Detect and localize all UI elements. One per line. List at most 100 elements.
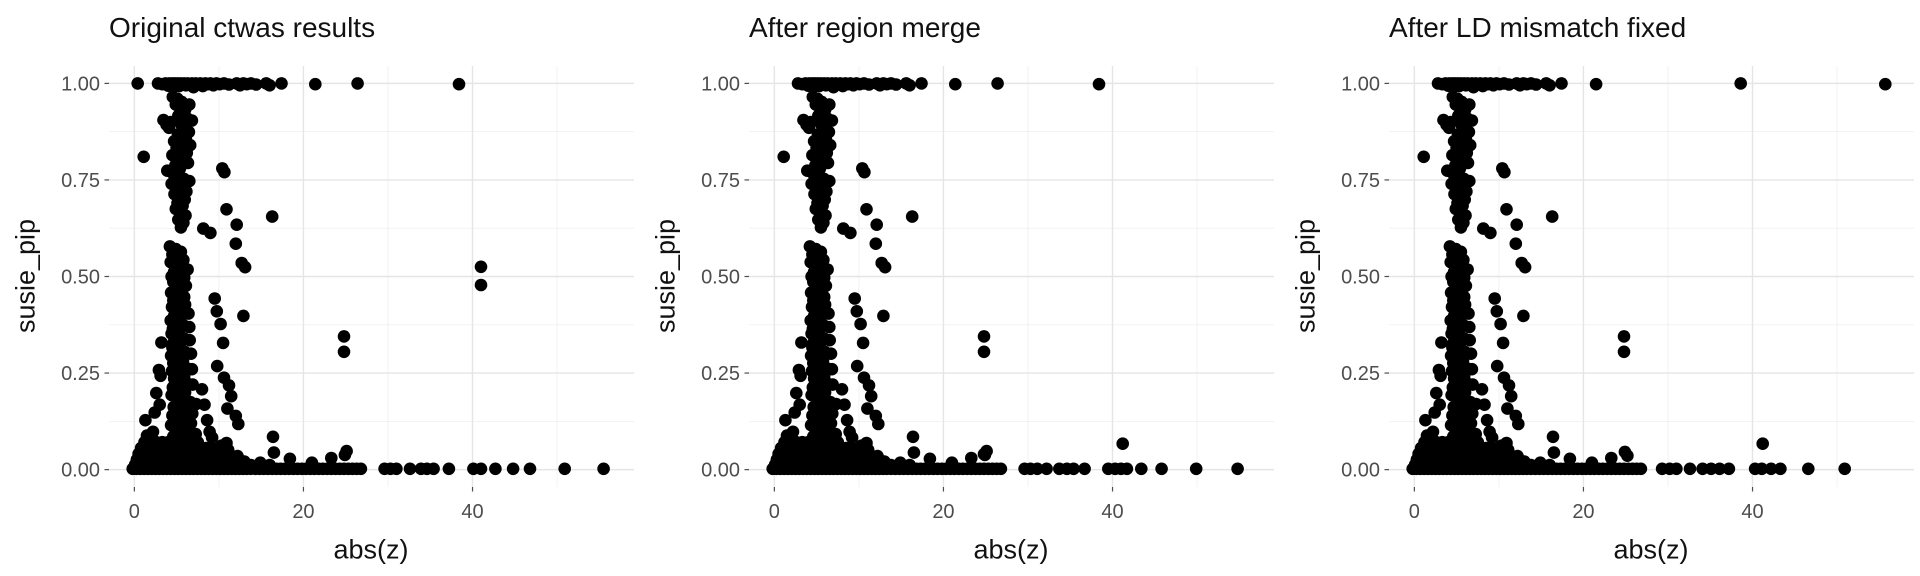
data-point <box>506 462 520 476</box>
scatter-plot-region-merge: 0 20 40 0.00 0.25 0.50 0.75 1.00 <box>701 66 1274 523</box>
data-point <box>864 389 878 403</box>
data-point <box>1078 462 1091 476</box>
data-point <box>949 77 962 91</box>
y-tick-label: 0.25 <box>1341 363 1380 385</box>
data-point <box>489 462 502 476</box>
data-point <box>337 330 351 343</box>
data-point <box>1490 359 1504 373</box>
data-point <box>267 446 281 459</box>
data-point <box>237 309 250 323</box>
data-point <box>474 260 488 274</box>
data-point <box>823 333 836 347</box>
data-point <box>1512 417 1525 431</box>
data-point <box>263 79 276 92</box>
scatter-plot-original: 0 20 40 0.00 0.25 0.50 0.75 1.00 <box>61 66 634 523</box>
data-point <box>266 430 280 444</box>
data-point <box>195 383 209 396</box>
data-point <box>1485 431 1499 444</box>
data-point <box>1634 462 1648 476</box>
data-point <box>265 210 279 223</box>
data-point <box>452 77 466 91</box>
x-tick-label: 0 <box>1409 501 1420 523</box>
data-point <box>1463 333 1476 347</box>
data-point <box>221 402 234 415</box>
data-point <box>337 345 351 359</box>
data-point <box>338 448 352 462</box>
data-points <box>126 77 610 476</box>
data-point <box>860 436 873 450</box>
data-point <box>162 121 176 135</box>
y-tick-label: 0.25 <box>701 363 740 385</box>
data-point <box>1501 402 1514 415</box>
data-point <box>229 237 243 250</box>
data-point <box>216 336 230 350</box>
data-point <box>861 402 874 415</box>
data-point <box>1802 462 1815 476</box>
y-tick-label: 0.50 <box>1341 267 1380 289</box>
grid-major <box>1389 66 1914 487</box>
data-point <box>220 203 233 216</box>
data-point <box>1509 237 1523 250</box>
data-point <box>139 413 152 427</box>
data-point <box>186 378 199 391</box>
data-point <box>442 462 456 476</box>
data-point <box>877 309 890 323</box>
data-point <box>1116 437 1129 451</box>
data-point <box>183 174 196 188</box>
data-point <box>802 121 816 135</box>
data-point <box>1430 386 1443 400</box>
data-point <box>1471 435 1485 449</box>
data-point <box>218 165 231 179</box>
axis-tick-marks <box>744 82 1114 492</box>
data-point <box>390 462 403 476</box>
data-point <box>1478 398 1491 412</box>
scatter-plot-ld-fixed: 0 20 40 0.00 0.25 0.50 0.75 1.00 <box>1341 66 1914 523</box>
data-point <box>869 237 883 250</box>
data-point <box>907 446 921 459</box>
x-tick-label: 0 <box>769 501 780 523</box>
x-tick-label: 40 <box>1101 501 1123 523</box>
data-point <box>1500 436 1513 450</box>
data-point <box>183 320 196 334</box>
data-point <box>1547 446 1561 459</box>
panel-title: After region merge <box>749 12 981 43</box>
data-point <box>1510 218 1523 231</box>
data-point <box>795 336 808 349</box>
data-point <box>1155 462 1168 476</box>
data-point <box>224 389 238 403</box>
data-point <box>283 452 297 466</box>
data-point <box>814 221 828 234</box>
data-point <box>823 174 836 188</box>
data-point <box>185 114 199 127</box>
data-point <box>150 386 163 400</box>
data-point <box>1067 462 1080 476</box>
data-point <box>844 226 857 240</box>
data-point <box>275 77 288 90</box>
data-point <box>1494 317 1507 331</box>
data-point <box>183 333 196 347</box>
data-point <box>870 218 883 231</box>
data-point <box>1435 336 1448 349</box>
data-point <box>850 305 864 318</box>
data-point <box>1755 462 1769 476</box>
data-point <box>977 447 991 461</box>
data-point <box>826 378 839 391</box>
data-point <box>1031 462 1044 476</box>
data-point <box>1475 383 1489 396</box>
x-tick-label: 20 <box>292 501 314 523</box>
data-point <box>1496 336 1510 350</box>
data-point <box>1189 462 1203 476</box>
panel-after-ld-mismatch-fixed: 0 20 40 0.00 0.25 0.50 0.75 1.00 After LD misma… <box>1280 0 1920 576</box>
data-point <box>1120 462 1134 476</box>
data-point <box>793 398 806 412</box>
data-point <box>131 77 144 90</box>
x-tick-labels: 0 20 40 <box>129 501 484 523</box>
x-tick-label: 20 <box>932 501 954 523</box>
data-point <box>906 430 920 444</box>
data-point <box>1545 210 1559 223</box>
data-point <box>831 435 845 449</box>
x-axis-title: abs(z) <box>973 534 1049 565</box>
y-axis-title: susie_pip <box>1290 218 1321 334</box>
data-point <box>309 77 322 91</box>
y-tick-label: 0.00 <box>1341 460 1380 482</box>
